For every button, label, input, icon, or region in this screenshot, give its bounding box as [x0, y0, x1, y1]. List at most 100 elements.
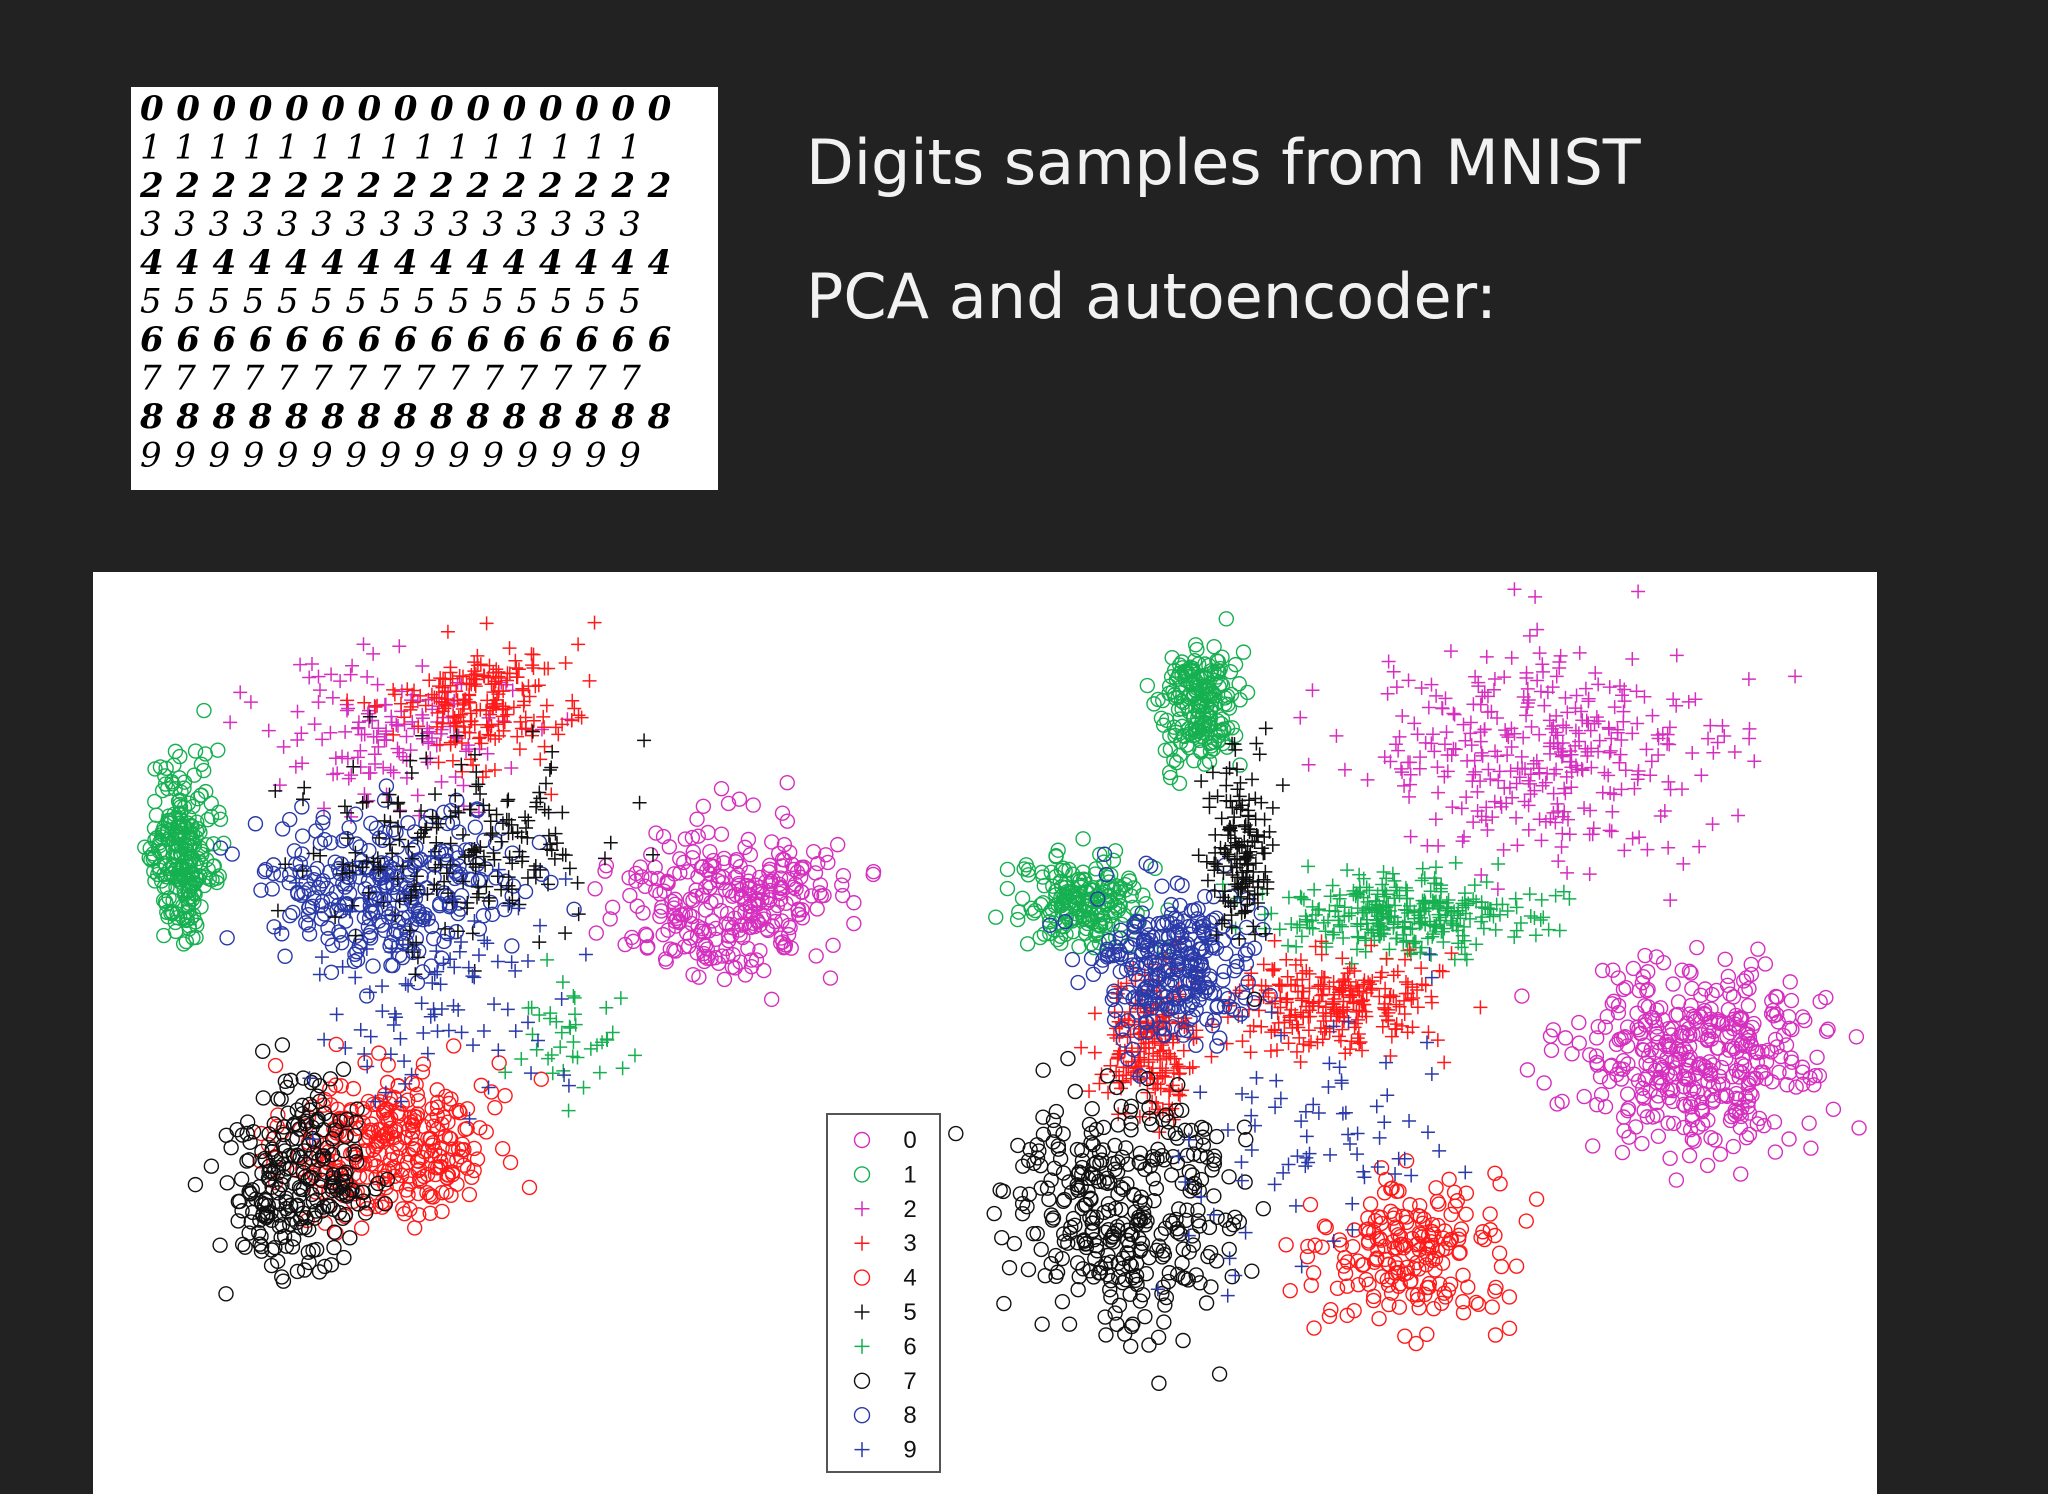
scatter-point	[794, 884, 810, 900]
scatter-point	[335, 1061, 352, 1077]
scatter-point	[684, 908, 700, 925]
scatter-point	[455, 827, 470, 842]
scatter-point	[441, 886, 456, 901]
scatter-point	[348, 845, 363, 860]
scatter-point	[652, 908, 668, 925]
scatter-point	[357, 1055, 373, 1071]
scatter-point	[456, 1141, 472, 1158]
scatter-point	[378, 726, 393, 741]
scatter-point	[173, 812, 189, 828]
scatter-point	[297, 780, 312, 795]
scatter-point	[329, 1007, 344, 1022]
scatter-point	[261, 723, 276, 738]
scatter-point	[422, 673, 437, 688]
scatter-point	[445, 895, 460, 910]
scatter-point	[583, 1041, 598, 1056]
scatter-point	[302, 670, 317, 685]
scatter-point	[181, 873, 197, 890]
scatter-point	[312, 1078, 328, 1094]
scatter-point	[429, 835, 444, 850]
scatter-point	[323, 725, 338, 740]
scatter-point	[589, 1038, 604, 1053]
scatter-point	[440, 1167, 456, 1183]
scatter-point	[328, 910, 343, 925]
scatter-point	[487, 835, 504, 852]
scatter-point	[193, 787, 209, 803]
scatter-point	[389, 717, 404, 732]
scatter-point	[449, 1176, 465, 1192]
scatter-point	[309, 1192, 325, 1208]
scatter-point	[147, 793, 163, 810]
scatter-point	[367, 699, 382, 714]
scatter-point	[439, 866, 454, 881]
scatter-point	[407, 683, 422, 698]
scatter-point	[357, 787, 372, 802]
scatter-point	[415, 728, 430, 743]
scatter-point	[588, 925, 604, 941]
scatter-point	[830, 836, 846, 853]
scatter-point	[449, 728, 464, 743]
scatter-point	[510, 825, 525, 840]
scatter-point	[182, 825, 198, 841]
scatter-point	[400, 1186, 416, 1203]
scatter-point	[295, 1181, 311, 1198]
scatter-point	[525, 724, 540, 739]
scatter-point	[205, 858, 222, 874]
scatter-point	[742, 919, 759, 936]
scatter-point	[404, 766, 419, 781]
scatter-point	[481, 727, 496, 742]
scatter-point	[443, 660, 458, 675]
scatter-point	[270, 1107, 286, 1123]
scatter-point	[348, 1120, 364, 1137]
scatter-point	[500, 1002, 515, 1017]
scatter-point	[487, 763, 502, 778]
scatter-point	[365, 958, 381, 974]
scatter-point	[491, 683, 506, 698]
scatter-point	[320, 920, 336, 936]
scatter-point	[187, 1176, 204, 1193]
scatter-point	[260, 1197, 276, 1214]
scatter-point	[414, 826, 429, 841]
scatter-point	[385, 846, 400, 861]
scatter-point	[540, 952, 555, 967]
scatter-point	[274, 1176, 290, 1193]
scatter-point	[473, 787, 488, 802]
scatter-point	[340, 751, 355, 766]
scatter-point	[637, 878, 653, 894]
scatter-point	[431, 897, 448, 914]
scatter-point	[361, 842, 377, 859]
scatter-point	[473, 730, 488, 745]
scatter-point	[433, 977, 448, 992]
scatter-point	[549, 1014, 564, 1029]
scatter-point	[327, 854, 343, 870]
scatter-point	[347, 806, 364, 822]
scatter-point	[409, 935, 424, 950]
scatter-point	[531, 678, 546, 693]
scatter-point	[197, 746, 214, 762]
scatter-point	[650, 870, 666, 887]
scatter-point	[443, 836, 458, 851]
scatter-point	[695, 798, 712, 815]
scatter-point	[371, 1045, 387, 1061]
scatter-point	[603, 835, 618, 850]
scatter-point	[295, 756, 310, 771]
scatter-point	[177, 820, 193, 836]
scatter-point	[425, 975, 440, 990]
scatter-point	[374, 1199, 390, 1215]
scatter-point	[243, 1214, 259, 1230]
scatter-point	[465, 926, 480, 941]
scatter-point	[363, 1116, 380, 1132]
scatter-point	[388, 1121, 404, 1138]
scatter-point	[421, 912, 436, 927]
scatter-point	[382, 1120, 399, 1137]
scatter-point	[732, 954, 748, 970]
scatter-point	[409, 869, 424, 884]
scatter-point	[764, 834, 780, 850]
scatter-point	[270, 1185, 286, 1201]
scatter-point	[410, 788, 425, 803]
scatter-point	[241, 1152, 257, 1168]
scatter-point	[521, 813, 536, 828]
scatter-point	[439, 925, 456, 942]
scatter-point	[434, 1203, 450, 1220]
scatter-point	[382, 837, 397, 852]
